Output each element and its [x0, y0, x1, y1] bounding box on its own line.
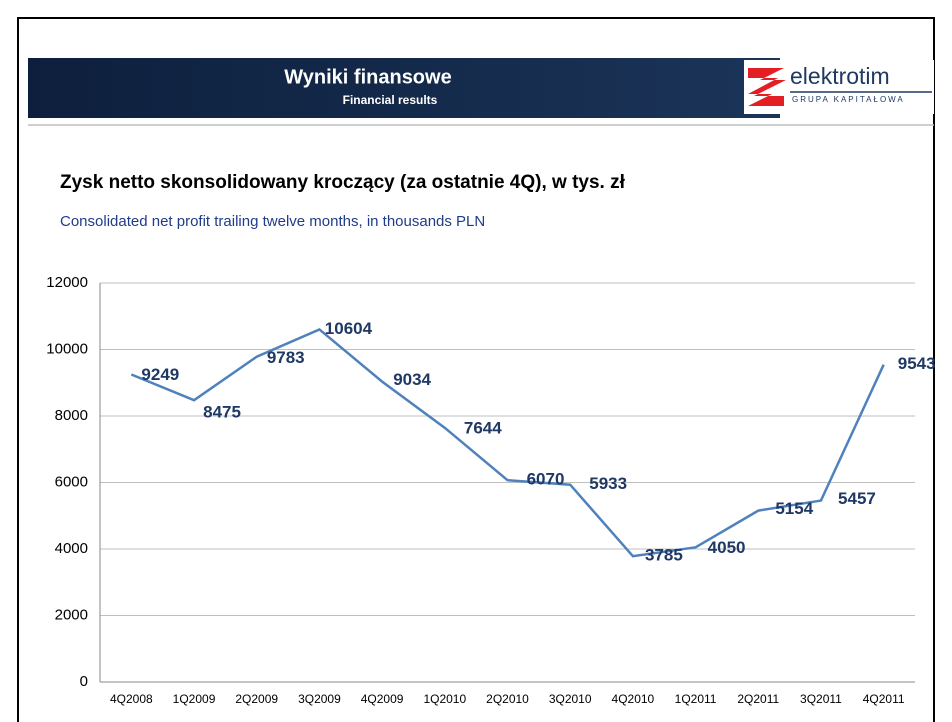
x-tick-label: 3Q2010: [549, 692, 592, 706]
x-tick-label: 3Q2011: [800, 692, 842, 706]
data-label: 5154: [775, 499, 813, 518]
data-label: 5457: [838, 489, 876, 508]
logo: elektrotim GRUPA KAPITAŁOWA: [744, 60, 934, 114]
x-tick-label: 1Q2009: [173, 692, 216, 706]
data-label: 4050: [708, 538, 746, 557]
y-tick-label: 8000: [55, 407, 88, 424]
chart-subtitle: Consolidated net profit trailing twelve …: [60, 213, 485, 230]
x-tick-label: 4Q2008: [110, 692, 153, 706]
data-label: 7644: [464, 418, 502, 437]
chart-title: Zysk netto skonsolidowany kroczący (za o…: [60, 172, 626, 193]
x-tick-label: 2Q2009: [235, 692, 278, 706]
x-tick-label: 4Q2011: [863, 692, 905, 706]
header-subtitle: Financial results: [343, 93, 438, 107]
logo-icon: [748, 68, 786, 106]
x-tick-label: 4Q2010: [612, 692, 655, 706]
y-tick-label: 10000: [46, 340, 88, 357]
line-series: [130, 327, 885, 558]
data-label: 3785: [645, 546, 683, 565]
x-tick-label: 3Q2009: [298, 692, 341, 706]
data-label: 8475: [203, 403, 241, 422]
data-label: 9249: [141, 365, 179, 384]
x-tick-label: 1Q2010: [423, 692, 466, 706]
data-label: 9543: [898, 354, 936, 373]
header-band: [28, 58, 780, 118]
data-label: 5933: [589, 474, 627, 493]
y-tick-label: 0: [80, 673, 88, 690]
frame: [17, 17, 935, 722]
x-tick-label: 2Q2011: [737, 692, 779, 706]
y-tick-label: 4000: [55, 540, 88, 557]
header-title: Wyniki finansowe: [284, 66, 451, 88]
data-label: 9034: [393, 370, 431, 389]
x-tick-label: 2Q2010: [486, 692, 529, 706]
logo-tagline: GRUPA KAPITAŁOWA: [792, 95, 905, 104]
y-tick-label: 6000: [55, 473, 88, 490]
data-label: 10604: [325, 319, 373, 338]
y-tick-label: 12000: [46, 274, 88, 291]
logo-text: elektrotim: [790, 63, 890, 89]
x-tick-label: 4Q2009: [361, 692, 404, 706]
data-label: 6070: [527, 470, 565, 489]
x-tick-label: 1Q2011: [675, 692, 717, 706]
y-tick-label: 2000: [55, 606, 88, 623]
data-label: 9783: [267, 348, 305, 367]
